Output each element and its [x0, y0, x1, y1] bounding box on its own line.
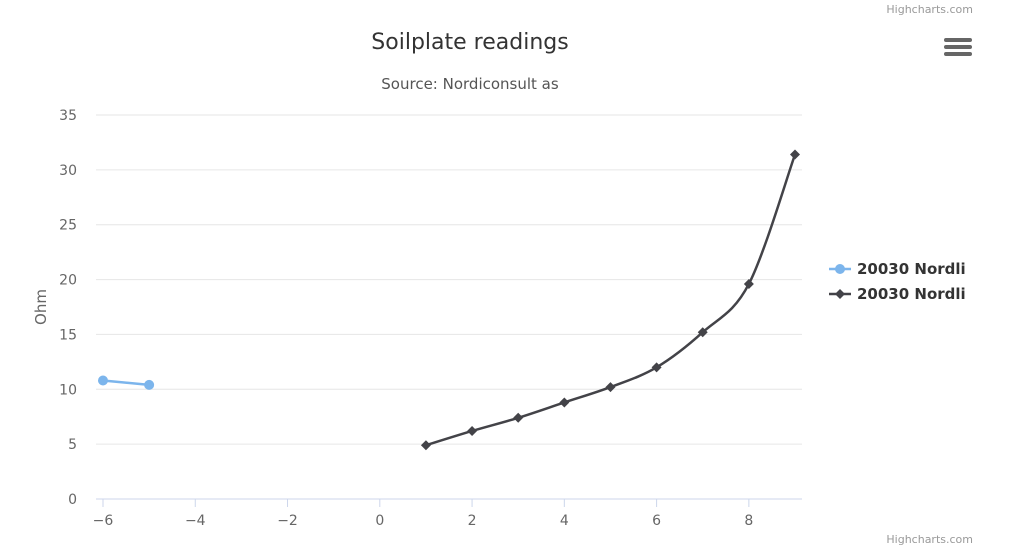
y-tick-label: 25 — [59, 218, 77, 234]
legend-marker-2 — [835, 289, 845, 299]
x-tick-label: −2 — [277, 513, 298, 529]
x-tick-label: −6 — [93, 513, 114, 529]
y-tick-label: 0 — [68, 492, 77, 508]
series-1-point — [98, 375, 108, 386]
legend-marker-1 — [835, 264, 845, 274]
hamburger-menu-icon[interactable] — [944, 38, 972, 62]
y-tick-label: 35 — [59, 108, 77, 124]
series-1-point — [144, 379, 155, 390]
series-2-point — [790, 149, 800, 160]
highcharts-credit-bottom[interactable]: Highcharts.com — [886, 533, 973, 546]
x-tick-label: 4 — [560, 513, 569, 529]
y-tick-label: 5 — [68, 437, 77, 453]
x-tick-label: 8 — [744, 513, 753, 529]
y-tick-label: 30 — [59, 163, 77, 179]
y-tick-label: 20 — [59, 273, 77, 289]
x-tick-label: 0 — [375, 513, 384, 529]
x-tick-label: 6 — [652, 513, 661, 529]
y-tick-label: 15 — [59, 327, 77, 343]
series-2-point — [513, 412, 524, 423]
series-2-point — [651, 362, 662, 373]
chart-title: Soilplate readings — [371, 30, 569, 55]
legend-item-2: 20030 Nordli — [857, 285, 966, 303]
series-2-point — [697, 327, 708, 338]
series-2-point — [420, 440, 431, 451]
series-2-point — [743, 278, 754, 289]
x-tick-label: −4 — [185, 513, 206, 529]
chart-subtitle: Source: Nordiconsult as — [381, 75, 559, 93]
x-tick-label: 2 — [468, 513, 477, 529]
series-line-1 — [101, 379, 151, 387]
y-tick-label: 10 — [59, 382, 77, 398]
y-axis-title: Ohm — [32, 289, 50, 325]
series-2-point — [467, 425, 478, 436]
highcharts-credit-top[interactable]: Highcharts.com — [886, 3, 973, 16]
legend-item-1: 20030 Nordli — [857, 260, 966, 278]
series-line-2 — [424, 153, 797, 447]
series-2-point — [559, 397, 570, 408]
series-2-point — [605, 382, 616, 393]
